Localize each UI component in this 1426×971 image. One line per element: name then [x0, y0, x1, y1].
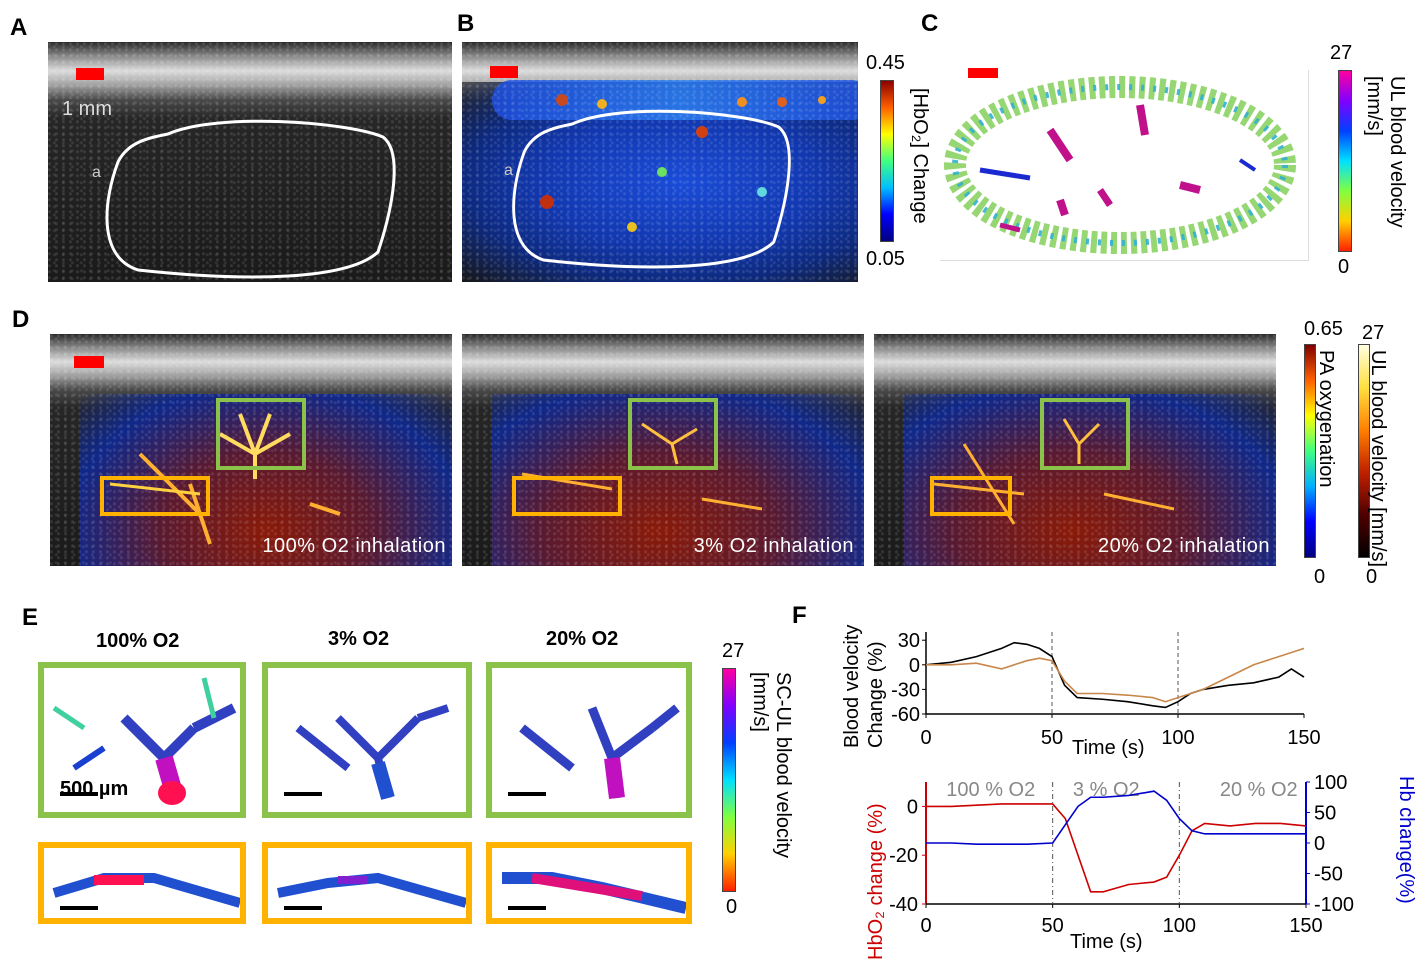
- overlay-image-d-2: 3% O2 inhalation: [462, 334, 864, 566]
- chart-top-ylabel-line1: Blood velocity: [841, 625, 863, 748]
- top-ytick-label-2: -30: [891, 679, 920, 701]
- chart-bot-ylabel: HbO₂ change (%): [865, 803, 887, 960]
- bot-ytick-right-label-4: -100: [1314, 894, 1354, 916]
- top-series-1: [926, 647, 1305, 703]
- bot-ytick-right-label-2: 0: [1314, 833, 1325, 855]
- scale-label-e: 500 µm: [60, 778, 129, 800]
- zoom-green-3: [486, 662, 692, 818]
- marker-b: a: [504, 162, 513, 179]
- colorbar-c-max: 27: [1330, 42, 1353, 64]
- scale-bar-e: [60, 792, 98, 796]
- panel-letter-a: A: [10, 14, 28, 41]
- zoom-orange-3: [486, 842, 692, 924]
- bot-ytick-right-label-0: 100: [1314, 772, 1347, 794]
- bot-xtick-label-3: 150: [1289, 915, 1322, 937]
- panel-letter-b: B: [457, 10, 475, 37]
- panel-letter-f: F: [792, 602, 807, 629]
- scale-bar-a: [76, 68, 104, 80]
- colorbar-d-ul-label: UL blood velocity [mm/s]: [1367, 350, 1389, 568]
- colorbar-c-label: UL blood velocity [mm/s]: [1363, 76, 1408, 228]
- caption-d-3: 20% O2 inhalation: [1098, 535, 1270, 557]
- top-ytick-label-3: -60: [891, 704, 920, 726]
- zoom-green-2: [262, 662, 472, 818]
- bot-series-0: [926, 803, 1307, 893]
- chart-bot-ylabel-right: Hb change(%): [1395, 776, 1417, 904]
- colorbar-b: [880, 80, 894, 242]
- panel-letter-d: D: [12, 306, 30, 333]
- colorbar-d-ul: [1358, 344, 1370, 558]
- top-xtick-label-3: 150: [1287, 727, 1320, 749]
- caption-d-2: 3% O2 inhalation: [693, 535, 854, 557]
- hot-spots-b: [512, 94, 826, 269]
- top-xtick-label-1: 50: [1041, 727, 1063, 749]
- panel-letter-e: E: [22, 604, 39, 631]
- panel-letter-c: C: [921, 10, 939, 37]
- colorbar-e-max: 27: [722, 640, 745, 662]
- colorbar-d-ul-max: 27: [1362, 322, 1385, 344]
- scale-label-a: 1 mm: [62, 98, 112, 120]
- column-title-e-1: 100% O2: [96, 630, 180, 652]
- colorbar-c-min: 0: [1338, 256, 1350, 278]
- tumor-outline-a: [105, 119, 396, 279]
- overlay-image-d-3: 20% O2 inhalation: [874, 334, 1276, 566]
- caption-d-1: 100% O2 inhalation: [262, 535, 446, 557]
- colorbar-d-pa-label: PA oxygenation: [1315, 350, 1337, 488]
- marker-a: a: [92, 164, 101, 181]
- bot-xtick-label-1: 50: [1042, 915, 1064, 937]
- colorbar-c: [1338, 70, 1352, 252]
- colorbar-b-label: [HbO₂] Change: [909, 88, 931, 224]
- scale-bar-c: [968, 68, 998, 78]
- top-ytick-label-1: 0: [909, 655, 920, 677]
- column-title-e-2: 3% O2: [328, 628, 390, 650]
- top-xtick-label-2: 100: [1161, 727, 1194, 749]
- zoom-orange-2: [262, 842, 472, 924]
- ultrasound-image-a: 1 mm a: [48, 42, 452, 282]
- bot-ytick-right-label-3: -50: [1314, 864, 1343, 886]
- chart-top-xlabel: Time (s): [1072, 737, 1145, 759]
- overlay-image-d-1: 100% O2 inhalation: [50, 334, 452, 566]
- colorbar-d-pa: [1304, 344, 1316, 558]
- colorbar-d-ul-min: 0: [1366, 566, 1378, 588]
- top-ytick-label-0: 30: [898, 630, 920, 652]
- bot-series-1: [926, 790, 1306, 846]
- colorbar-d-pa-max: 0.65: [1304, 318, 1343, 340]
- scale-bar-b: [490, 66, 518, 78]
- bot-ytick-label-0: 0: [907, 796, 918, 818]
- column-title-e-3: 20% O2: [546, 628, 619, 650]
- zoom-green-1: 500 µm: [38, 662, 246, 818]
- top-xtick-label-0: 0: [920, 727, 931, 749]
- pa-image-b: a: [462, 42, 858, 282]
- bot-xtick-label-2: 100: [1163, 915, 1196, 937]
- colorbar-e-label: SC-UL blood velocity [mm/s]: [749, 672, 794, 859]
- velocity-map-c: [940, 68, 1309, 261]
- colorbar-e: [722, 668, 736, 892]
- bot-annotation-2: 20 % O2: [1220, 779, 1298, 801]
- colorbar-b-min: 0.05: [866, 248, 905, 270]
- chart-top-ylabel-line2: Change (%): [865, 641, 887, 748]
- colorbar-b-max: 0.45: [866, 52, 905, 74]
- scale-bar-d: [74, 356, 104, 368]
- bot-ytick-label-1: -20: [889, 845, 918, 867]
- chart-bot-xlabel: Time (s): [1070, 931, 1143, 953]
- zoom-orange-1: [38, 842, 246, 924]
- bot-xtick-label-0: 0: [920, 915, 931, 937]
- bot-ytick-label-2: -40: [889, 894, 918, 916]
- bot-ytick-right-label-1: 50: [1314, 803, 1336, 825]
- colorbar-e-min: 0: [726, 896, 738, 918]
- bot-annotation-0: 100 % O2: [946, 779, 1035, 801]
- top-series-0: [925, 641, 1305, 709]
- colorbar-d-pa-min: 0: [1314, 566, 1326, 588]
